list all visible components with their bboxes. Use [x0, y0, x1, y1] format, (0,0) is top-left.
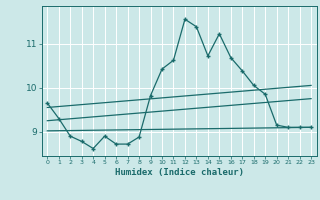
X-axis label: Humidex (Indice chaleur): Humidex (Indice chaleur)	[115, 168, 244, 177]
